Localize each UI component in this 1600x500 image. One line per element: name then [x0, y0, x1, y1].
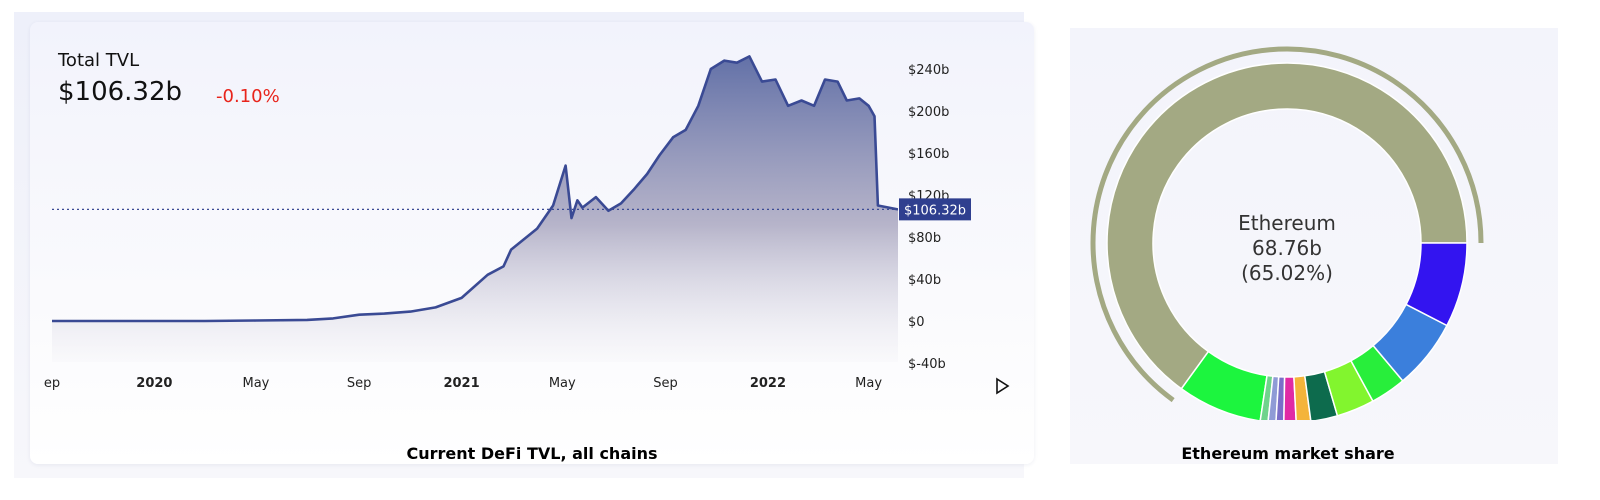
y-tick-label: $40b — [908, 273, 941, 288]
x-tick-label: May — [243, 376, 270, 391]
pie-slice — [1180, 350, 1268, 420]
pie-slice — [1283, 376, 1297, 420]
x-tick-label: Sep — [653, 376, 678, 391]
active-slice-highlight — [1090, 46, 1484, 403]
y-tick-label: $80b — [908, 231, 941, 246]
pie-slice — [1293, 374, 1312, 420]
x-tick-label: 2022 — [750, 376, 786, 391]
pie-slice — [1372, 303, 1448, 382]
x-tick-label: 2021 — [443, 376, 479, 391]
pie-slice — [1303, 370, 1339, 420]
x-tick-label: May — [549, 376, 576, 391]
pie-slice — [1405, 242, 1468, 327]
tvl-chart: $240b$200b$160b$120b$80b$40b$0$-40b ep 20… — [44, 55, 971, 391]
tvl-value: $106.32b — [58, 77, 183, 107]
x-tick-label: ep — [44, 376, 60, 391]
center-name: Ethereum — [1238, 211, 1336, 235]
y-tick-label: $160b — [908, 147, 949, 162]
y-tick-label: $200b — [908, 105, 949, 120]
y-tick-label: $240b — [908, 63, 949, 78]
y-tick-label: $-40b — [908, 357, 946, 372]
tvl-area — [52, 56, 898, 362]
center-value: 68.76b — [1252, 236, 1322, 260]
tvl-caption: Current DeFi TVL, all chains — [406, 444, 658, 463]
current-value-text: $106.32b — [904, 203, 966, 218]
tvl-label: Total TVL — [58, 50, 140, 71]
tvl-line — [52, 55, 898, 323]
tvl-change: -0.10% — [216, 86, 280, 107]
share-caption: Ethereum market share — [1181, 444, 1395, 463]
current-value-tag — [899, 198, 971, 221]
play-icon[interactable] — [992, 376, 1012, 396]
y-tick-label: $0 — [908, 315, 925, 330]
pie-slice — [1323, 359, 1374, 417]
pie-slice — [1349, 344, 1404, 403]
x-tick-label: 2020 — [136, 376, 172, 391]
x-tick-label: May — [855, 376, 882, 391]
center-percent: (65.02%) — [1241, 261, 1333, 285]
market-share-chart: Ethereum 68.76b (65.02%) — [1090, 46, 1484, 420]
x-tick-label: Sep — [347, 376, 372, 391]
pie-slice — [1106, 62, 1468, 390]
